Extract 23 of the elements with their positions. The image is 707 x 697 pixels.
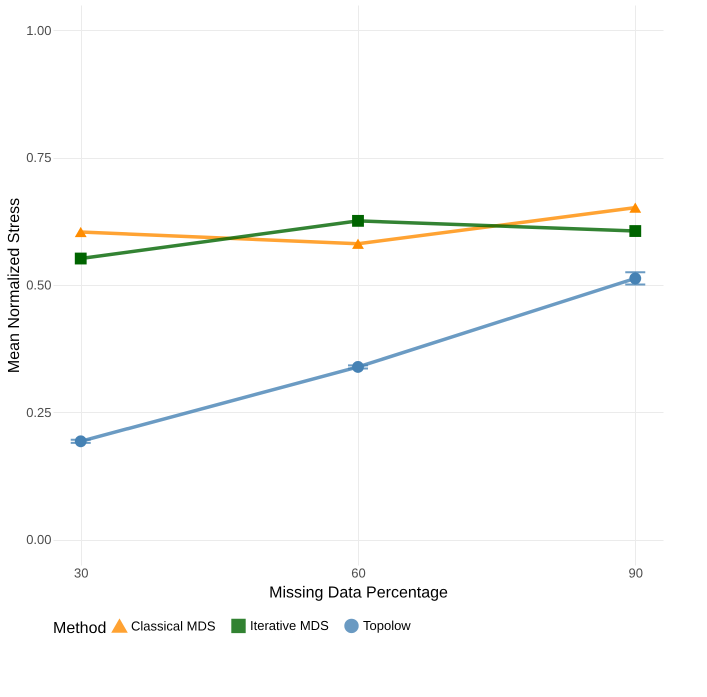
legend-title: Method xyxy=(53,620,106,637)
point xyxy=(74,252,87,264)
legend-label: Topolow xyxy=(363,618,412,633)
point xyxy=(629,272,642,284)
point xyxy=(74,435,87,448)
x-tick-label: 30 xyxy=(74,566,88,580)
x-tick-label: 60 xyxy=(351,566,366,580)
y-tick-label: 1.00 xyxy=(26,22,52,38)
point xyxy=(629,202,642,213)
y-tick-label: 0.75 xyxy=(26,150,52,166)
point xyxy=(352,361,364,373)
y-tick-label: 0.50 xyxy=(26,278,52,292)
x-axis-title: Missing Data Percentage xyxy=(269,584,448,602)
point xyxy=(629,225,642,237)
legend-label: Classical MDS xyxy=(131,618,216,634)
point xyxy=(352,214,364,227)
point xyxy=(74,226,87,238)
y-axis-title: Mean Normalized Stress xyxy=(6,198,24,374)
y-tick-label: 0.00 xyxy=(26,532,52,548)
y-tick-label: 0.25 xyxy=(26,404,52,420)
x-tick-label: 90 xyxy=(628,566,644,580)
point xyxy=(352,238,364,249)
legend-label: Iterative MDS xyxy=(250,618,330,633)
